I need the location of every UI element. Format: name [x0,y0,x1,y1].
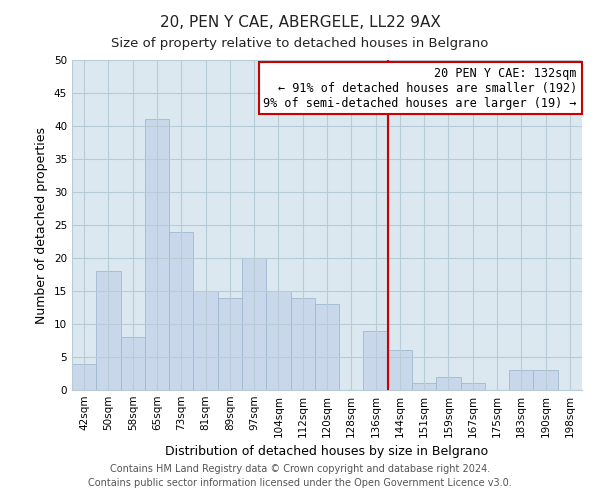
Text: Size of property relative to detached houses in Belgrano: Size of property relative to detached ho… [112,38,488,51]
Bar [436,377,461,390]
Y-axis label: Number of detached properties: Number of detached properties [35,126,49,324]
Bar [121,337,145,390]
Bar [412,384,436,390]
Bar [96,271,121,390]
Text: 20, PEN Y CAE, ABERGELE, LL22 9AX: 20, PEN Y CAE, ABERGELE, LL22 9AX [160,15,440,30]
Bar [533,370,558,390]
Bar [461,384,485,390]
Bar [290,298,315,390]
Text: Contains HM Land Registry data © Crown copyright and database right 2024.
Contai: Contains HM Land Registry data © Crown c… [88,464,512,487]
Bar [145,120,169,390]
Bar [218,298,242,390]
Text: 20 PEN Y CAE: 132sqm
← 91% of detached houses are smaller (192)
9% of semi-detac: 20 PEN Y CAE: 132sqm ← 91% of detached h… [263,66,577,110]
Bar [315,304,339,390]
Bar [388,350,412,390]
Bar [169,232,193,390]
Bar [266,291,290,390]
Bar [72,364,96,390]
Bar [193,291,218,390]
Bar [364,330,388,390]
X-axis label: Distribution of detached houses by size in Belgrano: Distribution of detached houses by size … [166,446,488,458]
Bar [509,370,533,390]
Bar [242,258,266,390]
